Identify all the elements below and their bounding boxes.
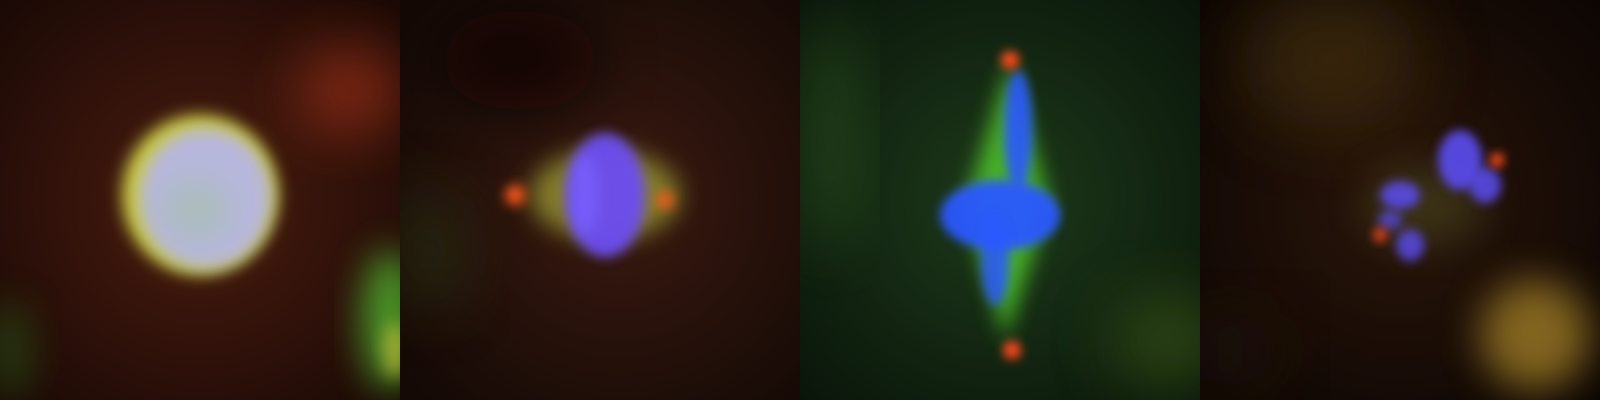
micrograph-panel-2 (400, 0, 800, 400)
micrograph-panel-4 (1200, 0, 1600, 400)
micrograph-1-image (0, 0, 400, 400)
micrograph-panel-3 (800, 0, 1200, 400)
micrograph-2-image (400, 0, 800, 400)
micrograph-panel-1 (0, 0, 400, 400)
micrograph-3-image (800, 0, 1200, 400)
micrograph-4-image (1200, 0, 1600, 400)
